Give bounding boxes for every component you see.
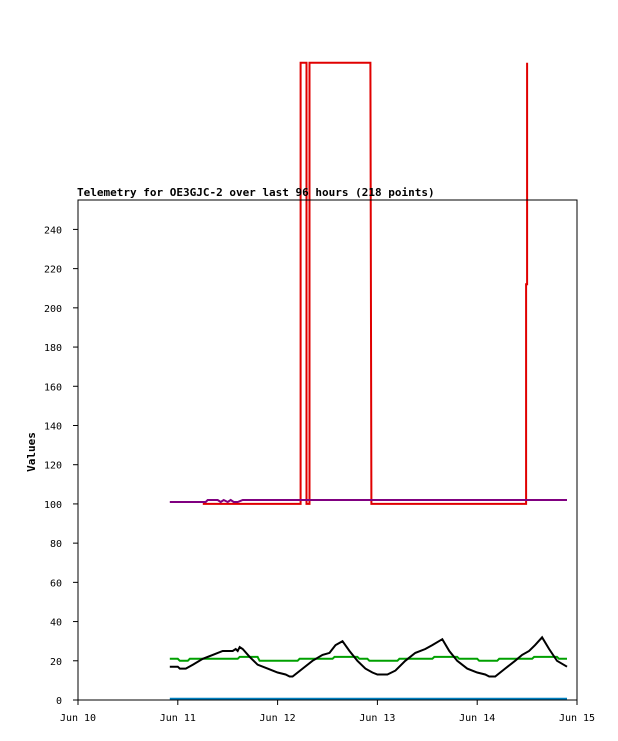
x-tick-label: Jun 10	[60, 713, 96, 724]
y-tick-label: 200	[44, 304, 62, 315]
y-tick-label: 220	[44, 265, 62, 276]
y-tick-label: 120	[44, 461, 62, 472]
x-tick-label: Jun 14	[459, 713, 495, 724]
y-tick-label: 160	[44, 382, 62, 393]
plot-frame	[77, 199, 578, 701]
x-tick-label: Jun 15	[559, 713, 595, 724]
y-tick-label: 240	[44, 225, 62, 236]
y-tick-label: 180	[44, 343, 62, 354]
x-tick-label: Jun 11	[160, 713, 196, 724]
series-line-4	[169, 635, 568, 678]
series-line-2	[169, 498, 567, 504]
y-tick-label: 60	[50, 578, 62, 589]
x-tick-label: Jun 13	[359, 713, 395, 724]
series-line-3	[169, 655, 567, 662]
x-axis: Jun 10 Jun 11 Jun 12 Jun 13 Jun 14 Jun 15	[60, 700, 595, 724]
y-axis-label: Values	[25, 432, 38, 472]
chart-title: Telemetry for OE3GJC-2 over last 96 hour…	[77, 186, 435, 199]
y-axis: 0 20 40 60 80 100 120 140 160 180 200 220 240	[44, 225, 78, 707]
y-tick-label: 0	[56, 696, 62, 707]
series-layer	[169, 61, 568, 700]
y-tick-label: 20	[50, 657, 62, 668]
y-tick-label: 80	[50, 539, 62, 550]
series-line-1	[202, 61, 529, 505]
y-tick-label: 140	[44, 421, 62, 432]
y-tick-label: 100	[44, 500, 62, 511]
x-tick-label: Jun 12	[260, 713, 296, 724]
y-tick-label: 40	[50, 618, 62, 629]
